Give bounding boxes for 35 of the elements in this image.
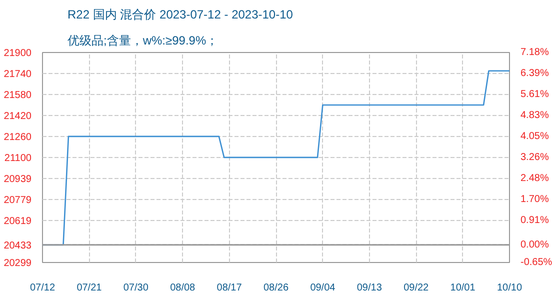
chart-subtitle: 优级品;含量，w%:≥99.9%； [68, 34, 218, 48]
y-tick-label: 21260 [4, 132, 32, 143]
y2-tick-label: 4.83% [520, 110, 549, 122]
y2-tick-label: 5.61% [520, 89, 549, 100]
y2-tick-label: 6.39% [520, 68, 549, 80]
x-tick-label: 08/17 [216, 282, 242, 294]
y-tick-label: 21100 [4, 152, 32, 164]
y2-tick-label: 2.48% [520, 173, 549, 184]
y-tick-label: 20779 [4, 195, 32, 206]
x-tick-label: 08/08 [170, 282, 196, 294]
x-tick-label: 10/10 [496, 282, 522, 294]
x-tick-label: 07/12 [30, 282, 56, 294]
y2-tick-label: 3.26% [520, 152, 549, 164]
x-tick-label: 09/22 [404, 282, 430, 294]
x-tick-label: 07/21 [76, 282, 102, 294]
y2-tick-label: 7.18% [520, 47, 549, 58]
x-tick-label: 10/01 [450, 282, 476, 294]
y-tick-label: 21580 [4, 90, 32, 101]
y-tick-label: 21420 [4, 110, 32, 122]
x-tick-label: 09/04 [310, 282, 336, 294]
y-tick-label: 20939 [4, 174, 32, 186]
y2-tick-label: 1.70% [520, 194, 549, 205]
y2-tick-label: 0.00% [520, 240, 549, 251]
x-tick-label: 08/26 [263, 282, 289, 294]
x-tick-label: 07/30 [123, 282, 149, 294]
y-tick-label: 21740 [4, 68, 32, 80]
y2-tick-label: 0.91% [520, 215, 549, 226]
y2-tick-label: 4.05% [520, 130, 549, 142]
y-tick-label: 21900 [4, 48, 32, 59]
y-tick-label: 20299 [4, 258, 32, 269]
y2-tick-label: -0.65% [520, 257, 552, 268]
y-tick-label: 20433 [4, 240, 32, 252]
chart-title: R22 国内 混合价 2023-07-12 - 2023-10-10 [68, 8, 294, 22]
x-tick-label: 09/13 [356, 282, 382, 294]
y-tick-label: 20619 [4, 216, 32, 228]
